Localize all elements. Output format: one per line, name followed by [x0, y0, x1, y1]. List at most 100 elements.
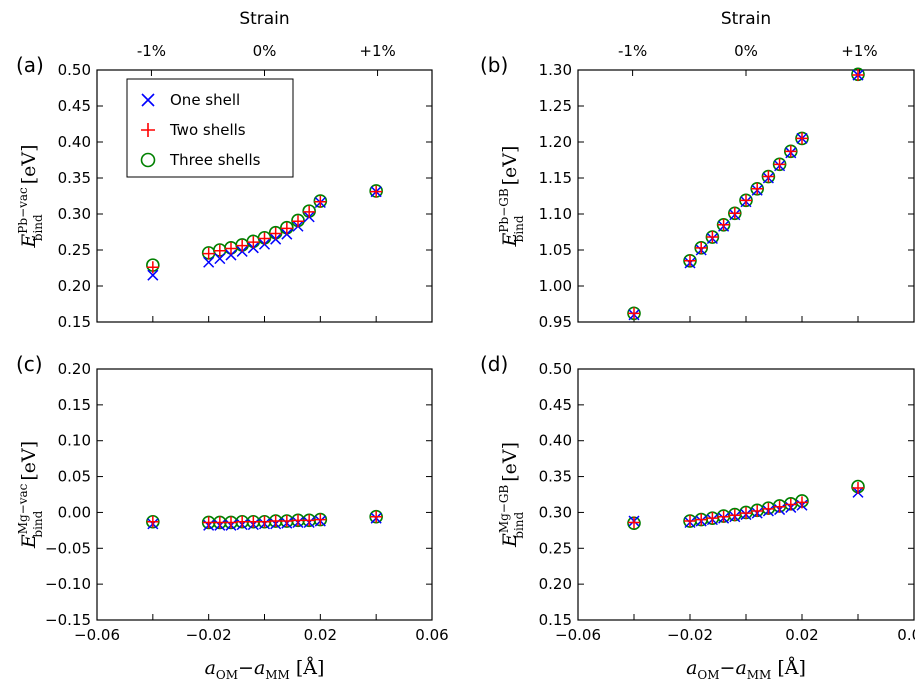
- data-point-plus: [751, 504, 764, 517]
- y-tick-label: 0.95: [539, 313, 572, 331]
- legend: One shell Two shells Three shells: [126, 78, 294, 178]
- y-tick-label: 1.30: [539, 61, 572, 79]
- data-point-plus: [292, 215, 304, 228]
- panel-c: (c) −0.15 −0.10 −0.05 0.00 0.05 0.10 0.15 0.20 −0…: [16, 352, 449, 682]
- x-tick-label: −0.06: [74, 626, 120, 644]
- data-point-plus: [852, 482, 864, 495]
- y-tick-label: 0.00: [58, 503, 91, 521]
- y-tick-label: 0.30: [58, 205, 91, 223]
- data-point-plus: [762, 502, 775, 515]
- data-point-plus: [628, 516, 640, 529]
- y-tick-label: 0.25: [539, 539, 572, 557]
- x-tick-label: 0.06: [897, 626, 915, 644]
- data-point-plus: [303, 514, 316, 527]
- top-tick-label: -1%: [137, 42, 166, 60]
- data-point-plus: [762, 170, 775, 183]
- data-point-plus: [202, 516, 215, 529]
- axes-frame: [577, 368, 915, 621]
- data-point-plus: [314, 195, 327, 208]
- x-tick-label: 0.02: [304, 626, 337, 644]
- top-tick-label: +1%: [359, 42, 395, 60]
- data-point-x: [203, 256, 215, 268]
- y-axis-title: EPb−GBbind [eV]: [497, 146, 526, 248]
- legend-marker-plus: [141, 123, 155, 137]
- data-point-plus: [280, 515, 293, 528]
- top-tick-label: 0%: [253, 42, 277, 60]
- data-point-plus: [236, 515, 249, 528]
- legend-entry: One shell: [141, 91, 240, 109]
- data-point-plus: [258, 515, 271, 528]
- data-point-plus: [717, 510, 730, 523]
- y-tick-label: 0.25: [58, 241, 91, 259]
- panel-letter: (d): [480, 352, 508, 376]
- series-two-shells: [628, 482, 864, 529]
- data-point-plus: [225, 242, 237, 255]
- data-point-x: [147, 269, 159, 281]
- y-tick-label: 1.05: [539, 241, 572, 259]
- data-point-plus: [269, 227, 282, 240]
- legend-marker-x: [141, 93, 155, 107]
- series-three-shells: [627, 67, 865, 321]
- x-tick-label: −0.06: [555, 626, 601, 644]
- panel-letter: (c): [16, 352, 43, 376]
- data-point-plus: [684, 515, 696, 528]
- data-point-plus: [202, 247, 215, 260]
- y-tick-label: 0.40: [539, 432, 572, 450]
- series-two-shells: [146, 185, 383, 274]
- y-tick-label: 1.15: [539, 169, 572, 187]
- data-point-plus: [695, 513, 708, 526]
- data-point-plus: [247, 515, 260, 528]
- panel-a: (a) 0.15 0.20 0.25 0.30 0.35 0.40 0.45 0.50 -1% 0%…: [16, 9, 433, 331]
- series-three-shells: [146, 184, 383, 272]
- data-point-plus: [258, 232, 271, 245]
- data-point-plus: [684, 254, 696, 267]
- data-point-plus: [628, 307, 640, 320]
- data-point-plus: [314, 513, 327, 526]
- data-point-plus: [773, 158, 786, 171]
- data-point-plus: [292, 514, 304, 527]
- legend-entry: Three shells: [140, 151, 261, 169]
- data-point-plus: [370, 185, 383, 198]
- series-two-shells: [628, 69, 864, 320]
- data-point-plus: [740, 194, 752, 207]
- top-tick-label: +1%: [841, 42, 877, 60]
- y-tick-label: 0.20: [58, 277, 91, 295]
- data-point-plus: [751, 182, 764, 195]
- series-two-shells: [146, 510, 383, 529]
- data-point-plus: [370, 510, 383, 523]
- top-tick-label: 0%: [734, 42, 758, 60]
- y-tick-label: 0.50: [539, 360, 572, 378]
- data-point-plus: [695, 241, 708, 254]
- y-tick-label: 1.00: [539, 277, 572, 295]
- y-tick-label: 1.10: [539, 205, 572, 223]
- top-axis-title: Strain: [239, 9, 289, 29]
- legend-marker-circle: [140, 152, 156, 168]
- y-tick-label: −0.10: [45, 575, 91, 593]
- data-point-plus: [146, 261, 159, 274]
- x-tick-label: 0.02: [785, 626, 818, 644]
- data-point-plus: [740, 507, 752, 520]
- x-tick-label: 0.06: [415, 626, 448, 644]
- top-tick-label: -1%: [618, 42, 647, 60]
- y-tick-label: 0.15: [58, 313, 91, 331]
- x-tick-label: −0.02: [667, 626, 713, 644]
- legend-entry: Two shells: [141, 121, 246, 139]
- legend-label: One shell: [170, 91, 240, 109]
- data-point-plus: [225, 516, 237, 529]
- legend-label: Three shells: [169, 151, 261, 169]
- y-tick-label: 1.25: [539, 97, 572, 115]
- x-tick-label: −0.02: [186, 626, 232, 644]
- data-point-plus: [247, 236, 260, 249]
- data-point-plus: [728, 509, 741, 522]
- data-point-x: [214, 253, 226, 265]
- y-tick-label: 0.50: [58, 61, 91, 79]
- top-axis-title: Strain: [721, 9, 771, 29]
- y-tick-label: 0.35: [58, 169, 91, 187]
- y-axis-title: EPb−vacbind [eV]: [16, 144, 45, 248]
- y-tick-label: 0.40: [58, 133, 91, 151]
- data-point-plus: [303, 205, 316, 218]
- data-point-plus: [213, 516, 226, 529]
- data-point-plus: [796, 132, 808, 145]
- data-point-plus: [773, 500, 786, 513]
- data-point-plus: [784, 145, 797, 158]
